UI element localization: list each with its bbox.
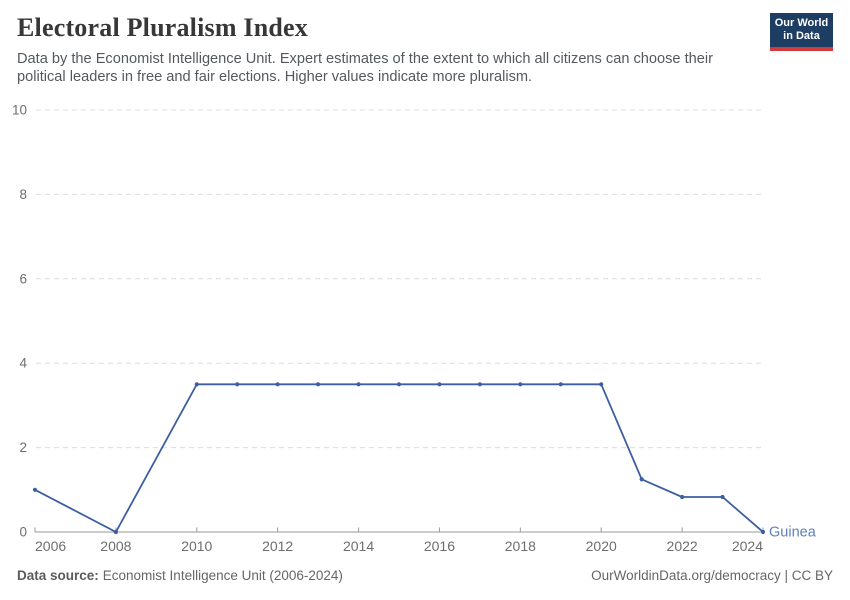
data-point[interactable] xyxy=(680,494,685,500)
series-line-guinea[interactable] xyxy=(34,383,764,533)
chart-subtitle: Data by the Economist Intelligence Unit.… xyxy=(17,51,713,85)
data-point[interactable] xyxy=(477,382,482,387)
owid-logo-line1: Our World xyxy=(774,17,829,29)
data-point[interactable] xyxy=(599,382,604,387)
data-point[interactable] xyxy=(437,382,442,387)
data-point[interactable] xyxy=(356,382,361,387)
data-point[interactable] xyxy=(720,494,725,500)
x-tick-label: 2020 xyxy=(586,538,617,554)
data-point[interactable] xyxy=(194,382,199,387)
x-tick-label: 2016 xyxy=(424,538,455,554)
data-point[interactable] xyxy=(396,382,402,387)
x-tick-label: 2010 xyxy=(181,538,212,554)
data-point[interactable] xyxy=(518,382,523,387)
data-point[interactable] xyxy=(275,382,280,387)
x-tick-label: 2022 xyxy=(667,538,698,554)
footer-link[interactable]: OurWorldinData.org/democracy | CC BY xyxy=(591,568,833,583)
x-tick-label: 2024 xyxy=(732,538,763,554)
series-label-guinea[interactable]: Guinea xyxy=(769,525,817,541)
x-tick-label: 2008 xyxy=(100,538,131,554)
y-tick-label: 8 xyxy=(19,187,27,202)
chart-footer: Data source: Economist Intelligence Unit … xyxy=(17,568,833,583)
data-point[interactable] xyxy=(235,382,240,387)
y-tick-label: 10 xyxy=(12,103,27,118)
owid-logo[interactable]: Our World in Data xyxy=(770,13,833,51)
y-tick-label: 4 xyxy=(19,356,27,371)
data-point[interactable] xyxy=(316,382,321,387)
data-source-value: Economist Intelligence Unit (2006-2024) xyxy=(102,568,343,583)
x-tick-label: 2006 xyxy=(35,538,66,554)
chart-title: Electoral Pluralism Index xyxy=(17,13,308,42)
x-tick-label: 2012 xyxy=(262,538,293,554)
owid-logo-line2: in Data xyxy=(783,30,820,42)
data-point[interactable] xyxy=(32,487,38,492)
y-tick-label: 0 xyxy=(19,525,27,540)
data-source: Data source: Economist Intelligence Unit … xyxy=(17,568,343,583)
x-tick-label: 2018 xyxy=(505,538,536,554)
data-point[interactable] xyxy=(639,477,644,482)
data-point[interactable] xyxy=(113,529,118,535)
data-point[interactable] xyxy=(760,529,766,535)
x-tick-label: 2014 xyxy=(343,538,374,554)
y-tick-label: 6 xyxy=(19,271,27,286)
data-source-label: Data source: xyxy=(17,568,99,583)
data-point[interactable] xyxy=(558,382,563,387)
y-tick-label: 2 xyxy=(19,440,27,455)
